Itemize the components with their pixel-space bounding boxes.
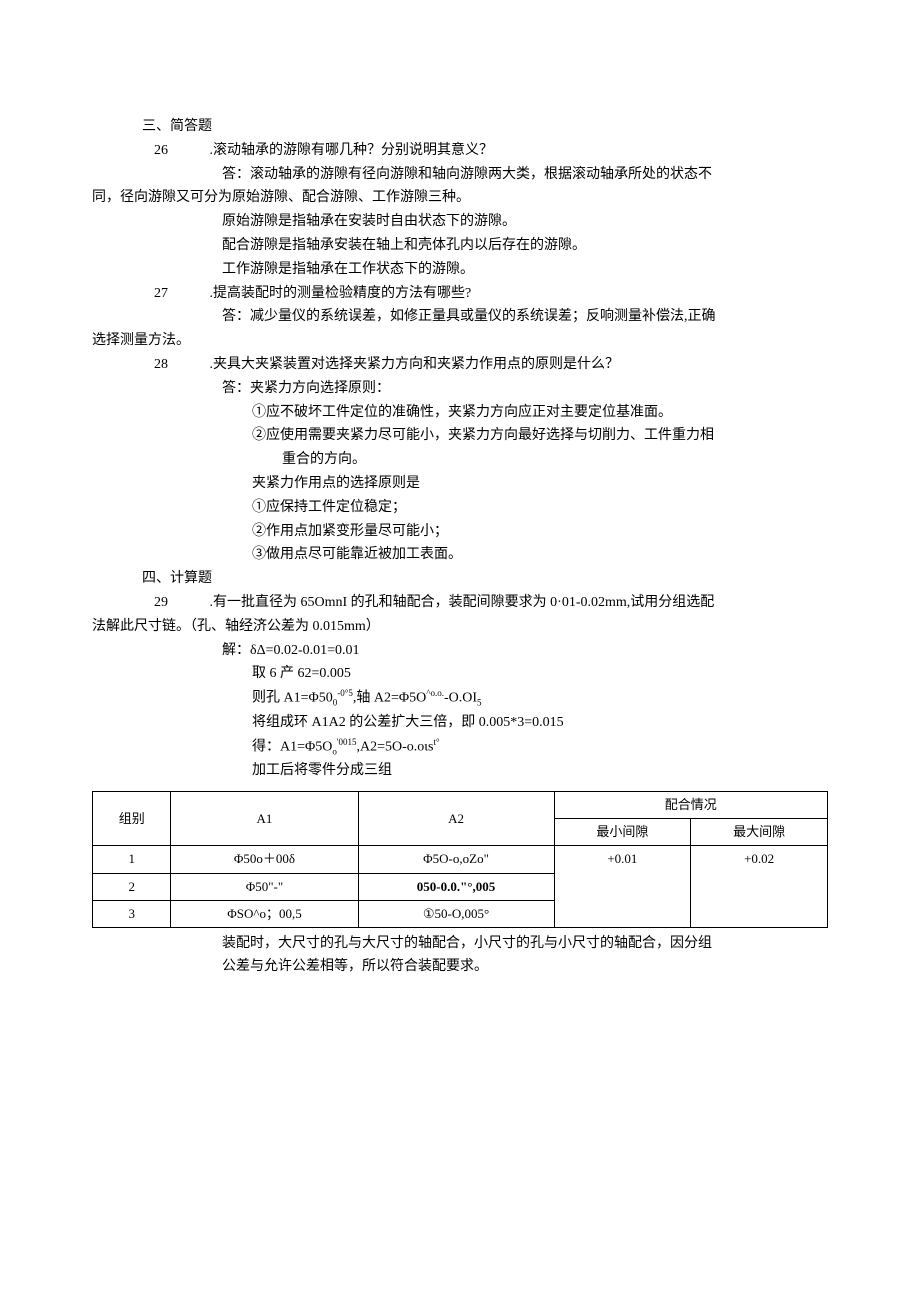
th-a2: A2 (358, 792, 554, 846)
q27-ans1b: 选择测量方法。 (92, 329, 828, 353)
table-header-row-1: 组别 A1 A2 配合情况 (93, 792, 828, 819)
cell: Φ50"-" (171, 873, 358, 900)
th-a1: A1 (171, 792, 358, 846)
q28-sub5: ③做用点尽可能靠近被加工表面。 (252, 543, 828, 567)
s5-e: t° (433, 737, 439, 747)
q29-num: 29 (184, 591, 206, 615)
q28-line: 28 .夹具大夹紧装置对选择夹紧力方向和夹紧力作用点的原则是什么？ (184, 353, 828, 377)
q29-s5: 得：A1=Φ5Oo'0015,A2=5O-o.oιst° (252, 735, 828, 760)
s3-c: -0°5 (337, 688, 353, 698)
q29-s6: 加工后将零件分成三组 (252, 759, 828, 783)
q29-s4: 将组成环 A1A2 的公差扩大三倍，即 0.005*3=0.015 (252, 711, 828, 735)
th-min: 最小间隙 (554, 819, 691, 846)
s3-b: 0 (333, 698, 338, 708)
s3-e: ^o.o. (426, 688, 444, 698)
q28-ans1: 答：夹紧力方向选择原则： (222, 377, 828, 401)
q28-ans2: 夹紧力作用点的选择原则是 (252, 472, 828, 496)
s5-c: '0015 (337, 737, 357, 747)
cell: Φ5O-o,oZο" (358, 846, 554, 873)
q29-line: 29 .有一批直径为 65OmnI 的孔和轴配合，装配间隙要求为 0·01-0.… (184, 591, 828, 615)
q29-s2: 取 6 产 62=0.005 (252, 662, 828, 686)
q27-line: 27 .提高装配时的测量检验精度的方法有哪些? (184, 282, 828, 306)
q29-s3: 则孔 A1=Φ500-0°5,轴 A2=Φ5O^o.o.-O.OI5 (252, 686, 828, 711)
cell: ①50-O,005° (358, 900, 554, 927)
q26-text: .滚动轴承的游隙有哪几种？分别说明其意义？ (210, 143, 494, 158)
q26-ans1: 答：滚动轴承的游隙有径向游隙和轴向游隙两大类，根据滚动轴承所处的状态不 (222, 163, 828, 187)
s3-g: 5 (477, 698, 482, 708)
q27-text: .提高装配时的测量检验精度的方法有哪些? (210, 286, 472, 301)
cell: 050-0.0."°,005 (358, 873, 554, 900)
q28-sub4: ②作用点加紧变形量尽可能小； (252, 520, 828, 544)
s5-a: 得：A1=Φ5O (252, 739, 332, 754)
q28-sub2b: 重合的方向。 (282, 448, 828, 472)
q28-sub3: ①应保持工件定位稳定； (252, 496, 828, 520)
cell: +0.02 (691, 846, 828, 927)
q28-num: 28 (184, 353, 206, 377)
q26-num: 26 (184, 139, 206, 163)
s3-f: -O.OI (444, 691, 477, 706)
s5-b: o (332, 746, 337, 756)
q26-line: 26 .滚动轴承的游隙有哪几种？分别说明其意义？ (184, 139, 828, 163)
q26-ans4: 工作游隙是指轴承在工作状态下的游隙。 (222, 258, 828, 282)
q27-ans1: 答：减少量仪的系统误差，如修正量具或量仪的系统误差；反响测量补偿法,正确 (222, 305, 828, 329)
closing-l1: 装配时，大尺寸的孔与大尺寸的轴配合，小尺寸的孔与小尺寸的轴配合，因分组 (222, 932, 828, 956)
th-max: 最大间隙 (691, 819, 828, 846)
cell: ΦSO^o；00,5 (171, 900, 358, 927)
s3-d: ,轴 A2=Φ5O (353, 691, 426, 706)
q26-ans3: 配合游隙是指轴承安装在轴上和壳体孔内以后存在的游隙。 (222, 234, 828, 258)
cell: 2 (93, 873, 171, 900)
cell: Φ50o＋00δ (171, 846, 358, 873)
q29-s1: 解：δΔ=0.02-0.01=0.01 (222, 639, 828, 663)
cell: 3 (93, 900, 171, 927)
section-4-heading: 四、计算题 (142, 567, 828, 591)
closing-l2: 公差与允许公差相等，所以符合装配要求。 (222, 955, 828, 979)
q27-num: 27 (184, 282, 206, 306)
th-group: 组别 (93, 792, 171, 846)
q28-text: .夹具大夹紧装置对选择夹紧力方向和夹紧力作用点的原则是什么？ (210, 357, 620, 372)
group-table: 组别 A1 A2 配合情况 最小间隙 最大间隙 1 Φ50o＋00δ Φ5O-o… (92, 791, 828, 927)
q26-ans2: 原始游隙是指轴承在安装时自由状态下的游隙。 (222, 210, 828, 234)
s3-a: 则孔 A1=Φ50 (252, 691, 333, 706)
q29-text: .有一批直径为 65OmnI 的孔和轴配合，装配间隙要求为 0·01-0.02m… (210, 595, 715, 610)
section-3-heading: 三、简答题 (142, 115, 828, 139)
th-fit: 配合情况 (554, 792, 827, 819)
q29-text2: 法解此尺寸链。（孔、轴经济公差为 0.015mm） (92, 615, 828, 639)
q28-sub2: ②应使用需要夹紧力尽可能小，夹紧力方向最好选择与切削力、工件重力相 (252, 424, 828, 448)
cell: +0.01 (554, 846, 691, 927)
cell: 1 (93, 846, 171, 873)
q28-sub1: ①应不破坏工件定位的准确性，夹紧力方向应正对主要定位基准面。 (252, 401, 828, 425)
q26-ans1b: 同，径向游隙又可分为原始游隙、配合游隙、工作游隙三种。 (92, 186, 828, 210)
table-row: 1 Φ50o＋00δ Φ5O-o,oZο" +0.01 +0.02 (93, 846, 828, 873)
s5-d: ,A2=5O-o.oιs (356, 739, 433, 754)
